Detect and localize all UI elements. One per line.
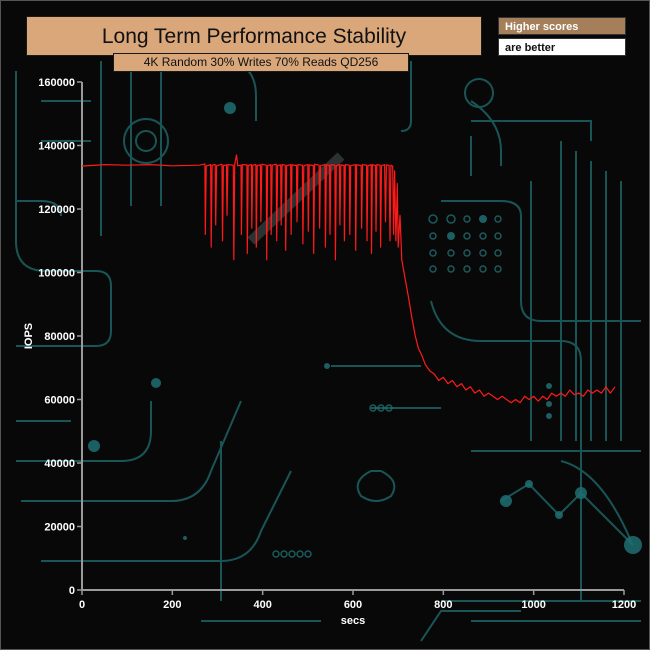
y-tick-label: 120000: [38, 204, 75, 216]
chart-axes: [81, 82, 624, 591]
y-tick-label: 20000: [44, 522, 75, 534]
y-tick-label: 40000: [44, 458, 75, 470]
y-tick-label: 140000: [38, 141, 75, 153]
y-axis-label: IOPS: [23, 323, 35, 349]
x-tick-label: 200: [163, 599, 181, 611]
x-tick-labels: 0 200 400 600 800 1000 1200: [79, 590, 636, 611]
y-tick-label: 160000: [38, 77, 75, 89]
y-tick-label: 100000: [38, 268, 75, 280]
y-tick-labels: 0 20000 40000 60000 80000 100000 120000 140000 1…: [38, 77, 82, 597]
series-layer: [81, 154, 616, 404]
series-line-iops: [81, 154, 616, 404]
chart-title: Long Term Performance Stability: [26, 16, 482, 56]
x-axis-label: secs: [341, 615, 365, 627]
x-tick-label: 600: [344, 599, 362, 611]
x-tick-label: 400: [253, 599, 271, 611]
legend-higher-scores: Higher scores: [498, 17, 626, 35]
legend-are-better: are better: [498, 38, 626, 56]
y-tick-label: 80000: [44, 331, 75, 343]
x-tick-label: 800: [434, 599, 452, 611]
y-tick-label: 0: [69, 585, 75, 597]
x-tick-label: 1000: [521, 599, 545, 611]
x-tick-label: 1200: [612, 599, 636, 611]
chart-subtitle: 4K Random 30% Writes 70% Reads QD256: [113, 53, 409, 72]
x-tick-label: 0: [79, 599, 85, 611]
y-tick-label: 60000: [44, 395, 75, 407]
